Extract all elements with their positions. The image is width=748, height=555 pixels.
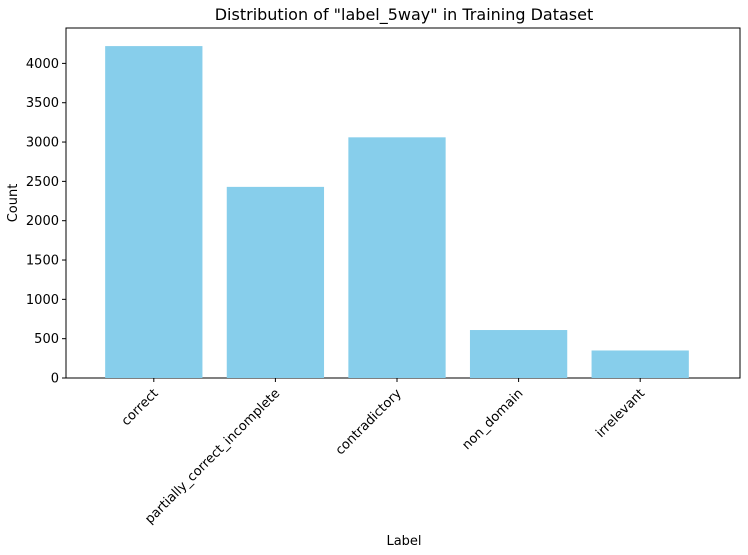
- bars-group: [105, 46, 689, 379]
- y-tick-label: 2000: [26, 214, 59, 229]
- y-tick-label: 500: [34, 332, 59, 347]
- y-tick-label: 3000: [26, 136, 59, 151]
- bar-irrelevant: [591, 350, 689, 378]
- y-tick-label: 1000: [26, 293, 59, 308]
- x-tick-label: correct: [119, 386, 162, 429]
- chart-title: Distribution of "label_5way" in Training…: [215, 5, 594, 25]
- x-tick-label: non_domain: [460, 386, 527, 453]
- y-axis-ticks: 0 500 1000 1500 2000 2500 3000 3500 4000: [26, 57, 66, 387]
- bar-partially_correct_incomplete: [226, 186, 325, 378]
- bar-contradictory: [348, 137, 446, 378]
- y-tick-label: 0: [51, 372, 59, 387]
- bar-correct: [105, 46, 203, 379]
- y-tick-label: 1500: [26, 254, 59, 269]
- y-axis-label: Count: [6, 184, 21, 223]
- bar-non_domain: [469, 330, 568, 378]
- y-tick-label: 3500: [26, 96, 59, 111]
- y-tick-label: 2500: [26, 175, 59, 190]
- x-tick-label: irrelevant: [593, 386, 648, 441]
- x-axis-label: Label: [386, 534, 421, 549]
- x-tick-label: contradictory: [333, 386, 405, 458]
- y-tick-label: 4000: [26, 57, 59, 72]
- x-tick-label: partially_correct_incomplete: [142, 386, 283, 527]
